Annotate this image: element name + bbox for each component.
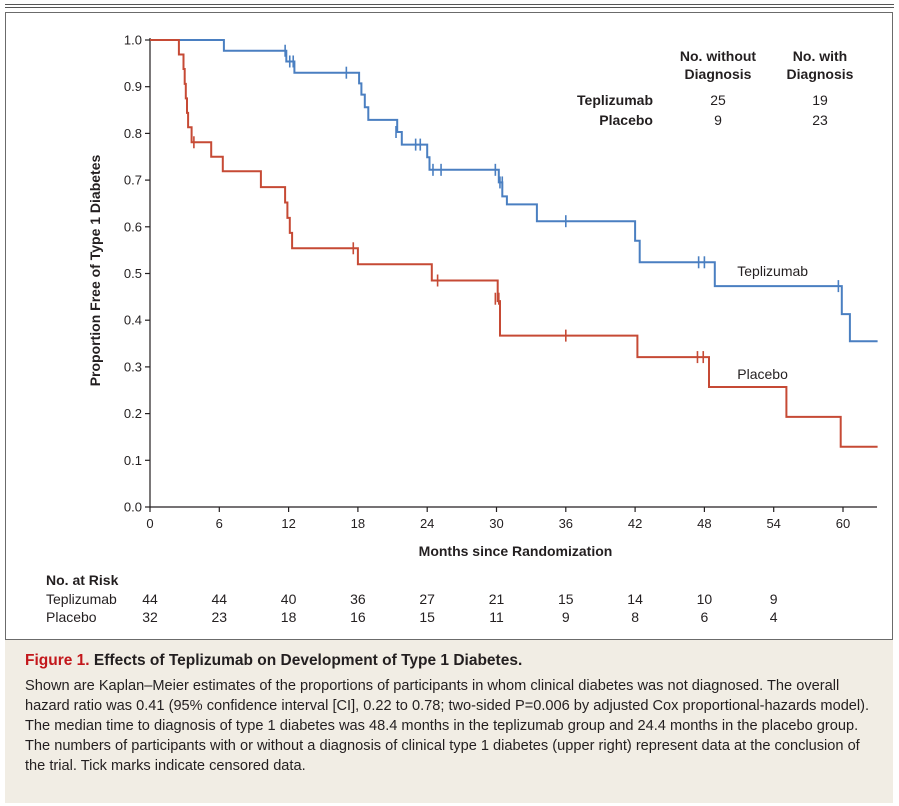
y-tick-label: 0.6 <box>124 219 142 234</box>
y-tick-label: 0.0 <box>124 500 142 515</box>
inset-table: No. without Diagnosis No. with Diagnosis Tep… <box>577 48 854 128</box>
top-rule <box>5 4 894 5</box>
risk-count-teplizumab: 9 <box>769 591 778 607</box>
risk-count-placebo: 6 <box>700 609 709 625</box>
line-label-teplizumab: Teplizumab <box>737 263 808 279</box>
caption-title: Figure 1. Effects of Teplizumab on Devel… <box>25 652 881 670</box>
inset-cell: 23 <box>812 112 828 128</box>
x-tick-label: 54 <box>766 516 780 531</box>
risk-count-placebo: 18 <box>280 609 297 625</box>
top-rule-secondary <box>5 7 894 8</box>
y-tick-label: 0.9 <box>124 79 142 94</box>
inset-row-label: Teplizumab <box>577 92 653 108</box>
y-tick-label: 0.3 <box>124 359 142 374</box>
x-axis-label: Months since Randomization <box>419 543 613 559</box>
x-tick-label: 6 <box>216 516 223 531</box>
x-tick-label: 24 <box>420 516 434 531</box>
risk-row-label-placebo: Placebo <box>46 609 97 625</box>
risk-count-teplizumab: 14 <box>627 591 643 607</box>
caption-figure-label: Figure 1. <box>25 652 90 669</box>
risk-row-label-teplizumab: Teplizumab <box>46 591 117 607</box>
risk-count-teplizumab: 27 <box>419 591 435 607</box>
risk-count-teplizumab: 40 <box>280 591 297 607</box>
inset-header: Diagnosis <box>685 66 752 82</box>
risk-count-teplizumab: 10 <box>696 591 713 607</box>
risk-count-teplizumab: 15 <box>558 591 574 607</box>
inset-cell: 9 <box>714 112 722 128</box>
risk-count-teplizumab: 21 <box>488 591 505 607</box>
risk-table-title: No. at Risk <box>46 572 119 588</box>
x-tick-label: 48 <box>697 516 711 531</box>
x-tick-label: 18 <box>351 516 365 531</box>
figure-caption: Figure 1. Effects of Teplizumab on Devel… <box>5 639 893 803</box>
risk-count-placebo: 16 <box>350 609 366 625</box>
y-tick-label: 1.0 <box>124 33 142 48</box>
y-axis-label: Proportion Free of Type 1 Diabetes <box>87 155 103 387</box>
series-line-teplizumab <box>150 39 878 343</box>
x-tick-label: 60 <box>836 516 850 531</box>
risk-count-teplizumab: 44 <box>142 591 158 607</box>
x-tick-label: 36 <box>559 516 573 531</box>
risk-count-placebo: 9 <box>561 609 570 625</box>
x-tick-label: 42 <box>628 516 642 531</box>
chart-axes: 0.0 0.1 0.2 0.3 0.4 0.5 0.6 0.7 0.8 0.9 1.0 0 6 12 18 2… <box>87 33 877 559</box>
inset-row-label: Placebo <box>599 112 653 128</box>
y-tick-label: 0.7 <box>124 173 142 188</box>
x-tick-label: 30 <box>489 516 503 531</box>
line-label-placebo: Placebo <box>737 366 788 382</box>
risk-count-placebo: 32 <box>142 609 158 625</box>
chart-series: Teplizumab Placebo <box>150 39 878 448</box>
y-tick-label: 0.4 <box>124 313 142 328</box>
x-tick-label: 0 <box>146 516 153 531</box>
y-tick-label: 0.8 <box>124 126 142 141</box>
y-tick-label: 0.5 <box>124 266 142 281</box>
risk-count-teplizumab: 36 <box>350 591 366 607</box>
caption-body: Shown are Kaplan–Meier estimates of the … <box>25 678 870 774</box>
inset-cell: 19 <box>812 92 828 108</box>
caption-title-text: Effects of Teplizumab on Development of … <box>93 652 523 669</box>
risk-count-placebo: 8 <box>631 609 639 625</box>
y-tick-label: 0.2 <box>124 406 142 421</box>
inset-header: No. with <box>793 48 847 64</box>
risk-count-placebo: 4 <box>769 609 778 625</box>
risk-count-placebo: 23 <box>211 609 228 625</box>
risk-count-placebo: 11 <box>489 609 504 625</box>
inset-cell: 25 <box>710 92 726 108</box>
inset-header: Diagnosis <box>787 66 854 82</box>
x-tick-label: 12 <box>281 516 295 531</box>
inset-header: No. without <box>680 48 757 64</box>
risk-count-placebo: 15 <box>419 609 435 625</box>
km-chart: 0.0 0.1 0.2 0.3 0.4 0.5 0.6 0.7 0.8 0.9 1.0 0 6 12 18 2… <box>87 33 878 559</box>
y-tick-label: 0.1 <box>124 453 142 468</box>
risk-count-teplizumab: 44 <box>211 591 228 607</box>
series-line-placebo <box>150 39 878 448</box>
